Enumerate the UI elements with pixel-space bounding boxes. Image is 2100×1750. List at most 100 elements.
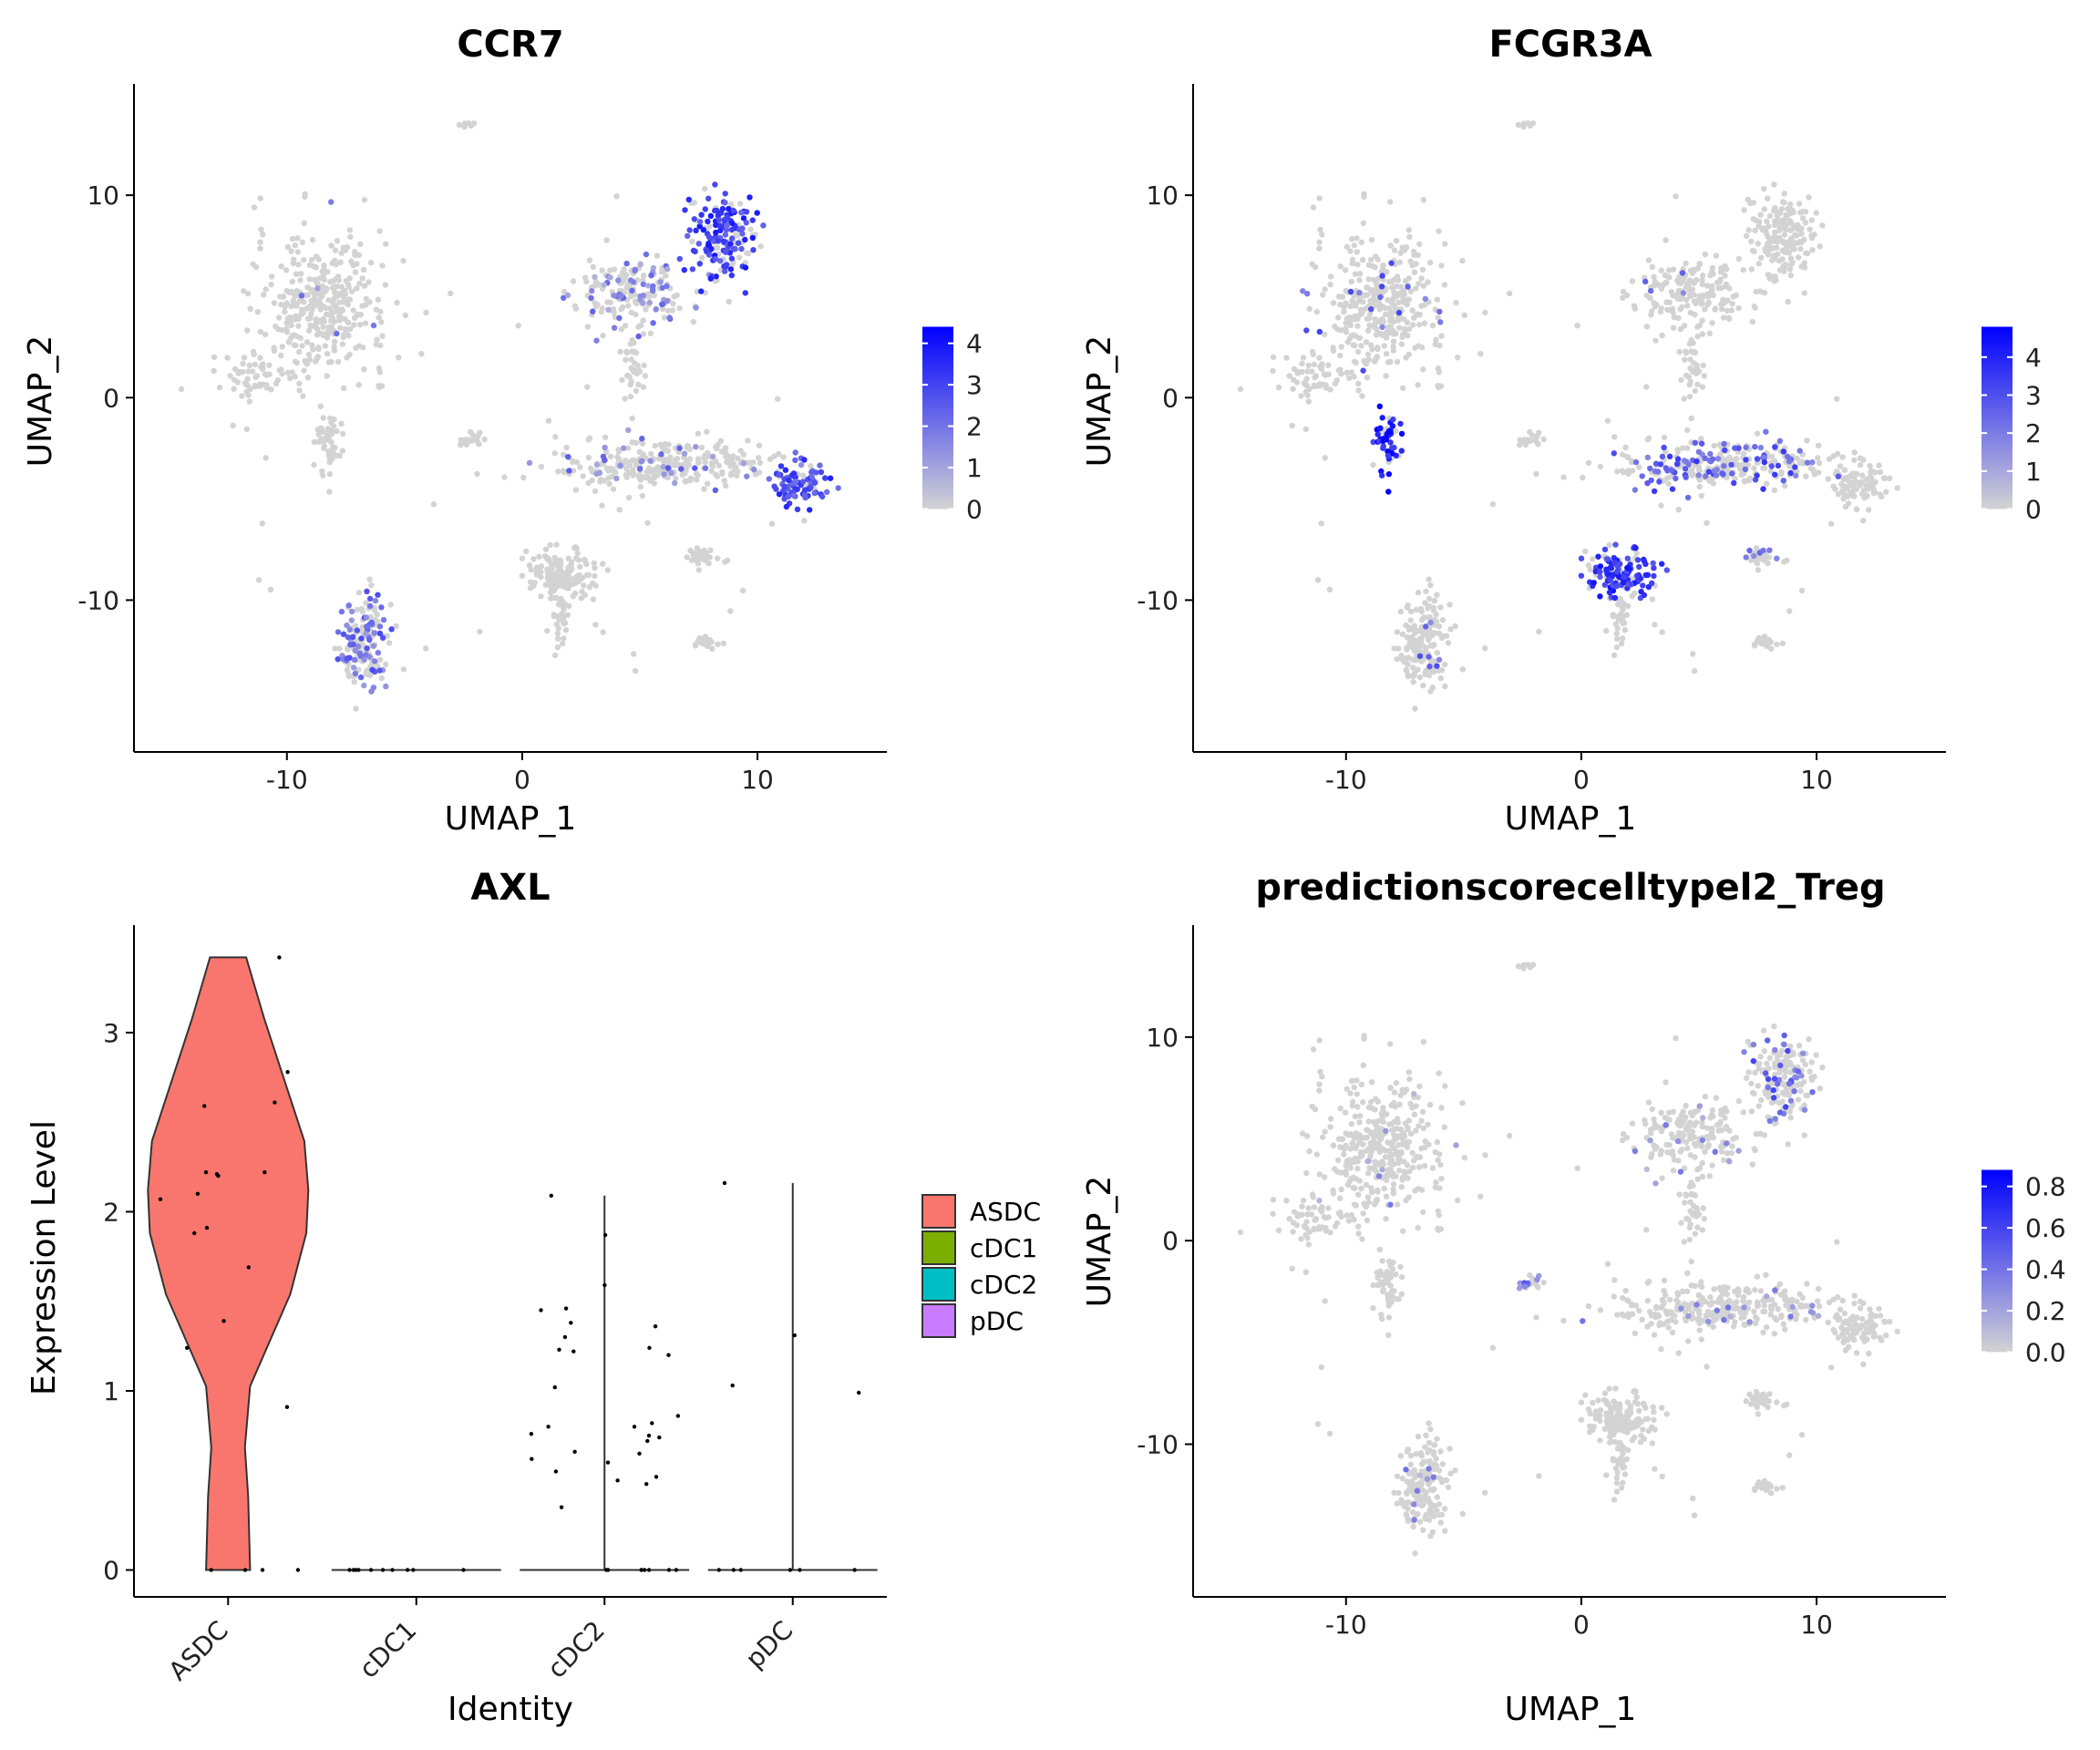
jitter-point [295,1568,301,1572]
cell-point [297,277,304,283]
cell-point [1597,1407,1604,1414]
cell-point [1621,1428,1628,1435]
cell-point [331,416,337,423]
cell-point [1405,1069,1413,1076]
cell-point [334,238,341,244]
cell-point-expressing [1714,472,1720,479]
cell-point [1322,286,1328,293]
cell-point [1270,1210,1276,1218]
cell-point [1461,312,1468,319]
cell-point [1345,375,1353,381]
cell-point-expressing [1611,560,1619,566]
cell-point [1560,1317,1567,1324]
cell-point [1275,1227,1282,1234]
cell-point [1356,1178,1364,1184]
cell-point [1270,367,1276,375]
cell-point-expressing [1674,456,1682,462]
cell-point [1755,634,1762,642]
x-tick-label: -10 [266,765,308,795]
cell-point [635,368,642,375]
cell-point-expressing [314,285,321,292]
cell-point [266,362,273,368]
cell-point [1384,1171,1391,1178]
cell-point [1868,468,1874,476]
cell-point-expressing [1368,306,1374,313]
cell-point [1696,1311,1703,1318]
cell-point [1748,266,1755,273]
points-layer [1237,120,1900,712]
cell-point-expressing [588,294,594,302]
cell-point [345,302,351,308]
cell-point [632,292,638,298]
cell-point [1377,1137,1384,1143]
cell-point [1677,306,1683,313]
cell-point [1413,606,1420,613]
cell-point [1683,1215,1691,1222]
cell-point-expressing [590,308,596,314]
cell-point-expressing [685,196,692,203]
cell-point [734,472,740,479]
cell-point [1295,368,1302,376]
cell-point-expressing [739,231,746,237]
cell-point [231,386,237,392]
cell-point [1685,283,1692,289]
cell-point [276,314,283,321]
cell-point [1343,243,1351,250]
cell-point [1761,206,1768,212]
cell-point [1385,297,1391,304]
cell-point [1314,577,1322,583]
cell-point [1632,1330,1639,1337]
cell-point-expressing [361,656,367,663]
cell-point [1686,393,1693,400]
cell-point-expressing [371,630,377,636]
cell-point [801,518,808,524]
cell-point-expressing [1606,589,1613,596]
cell-point-expressing [632,266,638,273]
cell-point [306,356,314,363]
cell-point [1749,318,1756,325]
cell-point [1675,287,1683,294]
cell-point-expressing [678,466,685,472]
cell-point [1355,1230,1362,1237]
cell-point-expressing [1426,664,1433,670]
cell-point [1827,520,1835,527]
cell-point [1319,1074,1325,1080]
cell-point [1658,305,1664,312]
cell-point [1482,645,1488,652]
cell-point [1830,453,1837,459]
cell-point [547,589,554,596]
cell-point [1311,1204,1318,1210]
cell-point-expressing [1729,470,1735,477]
cell-point [1437,674,1445,682]
cell-point [1804,438,1810,444]
cell-point [1407,258,1414,264]
cell-point [343,278,350,284]
cell-point [1418,634,1425,642]
cell-point [1718,305,1725,313]
panel-title: CCR7 [457,24,563,66]
cell-point-expressing [1776,438,1784,444]
cell-point [1624,1297,1631,1303]
cell-point-expressing [808,484,814,491]
cell-point [304,339,311,345]
cell-point [661,314,668,321]
cell-point [1442,661,1448,667]
cell-point [1311,382,1317,389]
cell-point [1872,469,1879,476]
cell-point [1611,1404,1619,1410]
cell-point-expressing [566,468,572,474]
cell-point [1434,1436,1440,1442]
cell-point [1744,232,1750,240]
cell-point [1380,1286,1387,1293]
cell-point [347,233,354,241]
cell-point [714,446,720,452]
cell-point [1784,1297,1791,1303]
cell-point [1413,261,1419,267]
cell-point-expressing [345,633,351,641]
cell-point-expressing [707,275,714,282]
jitter-point [632,1425,637,1429]
cell-point [1422,614,1429,621]
cell-point [1415,252,1422,259]
cell-point [1749,1089,1756,1096]
cell-point [1404,633,1411,641]
